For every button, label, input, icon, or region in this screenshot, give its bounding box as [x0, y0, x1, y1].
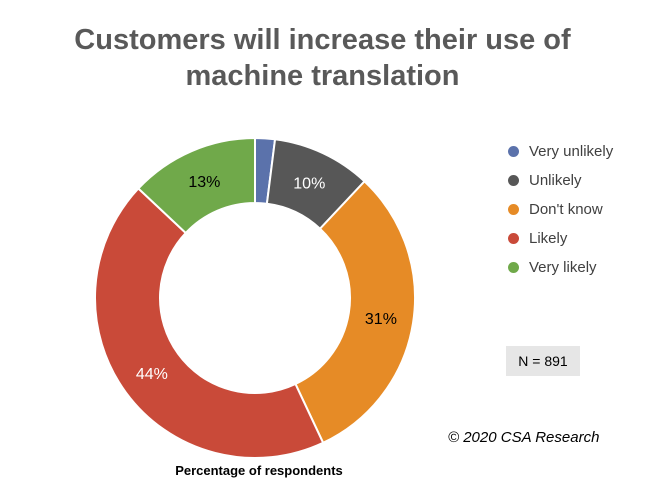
data-label-likely: 44% — [136, 366, 168, 383]
legend-item: Likely — [508, 224, 613, 253]
legend-item: Don't know — [508, 195, 613, 224]
chart-title-line-1: Customers will increase their use of — [74, 24, 571, 56]
chart-title-line-2: machine translation — [185, 60, 460, 92]
data-label-unlikely: 10% — [293, 176, 325, 193]
legend-item: Unlikely — [508, 166, 613, 195]
donut-slice-don-t-know — [294, 179, 416, 445]
legend-item: Very likely — [508, 253, 613, 282]
data-label-don-t-know: 31% — [365, 311, 397, 328]
legend-marker — [508, 146, 519, 157]
sample-size-box: N = 891 — [506, 346, 580, 376]
donut-slice-very-likely — [136, 136, 256, 235]
legend-label: Likely — [529, 230, 568, 247]
legend-label: Don't know — [529, 201, 603, 218]
legend-label: Very likely — [529, 259, 597, 276]
legend-marker — [508, 262, 519, 273]
chart-title: Customers will increase their use of mac… — [0, 22, 645, 94]
legend-marker — [508, 233, 519, 244]
legend-label: Very unlikely — [529, 143, 614, 160]
donut-data-labels: 10% 31% 44% 13% — [136, 174, 397, 383]
legend-marker — [508, 204, 519, 215]
data-label-very-likely: 13% — [188, 174, 220, 191]
legend-marker — [508, 175, 519, 186]
x-axis-caption: Percentage of respondents — [175, 463, 343, 478]
copyright-note: © 2020 CSA Research — [448, 429, 600, 446]
legend-label: Unlikely — [529, 172, 582, 189]
donut-slices — [94, 136, 416, 459]
legend-item: Very unlikely — [508, 137, 613, 166]
donut-slice-likely — [94, 187, 325, 459]
chart-legend: Very unlikely Unlikely Don't know Likely Ver… — [508, 137, 613, 282]
